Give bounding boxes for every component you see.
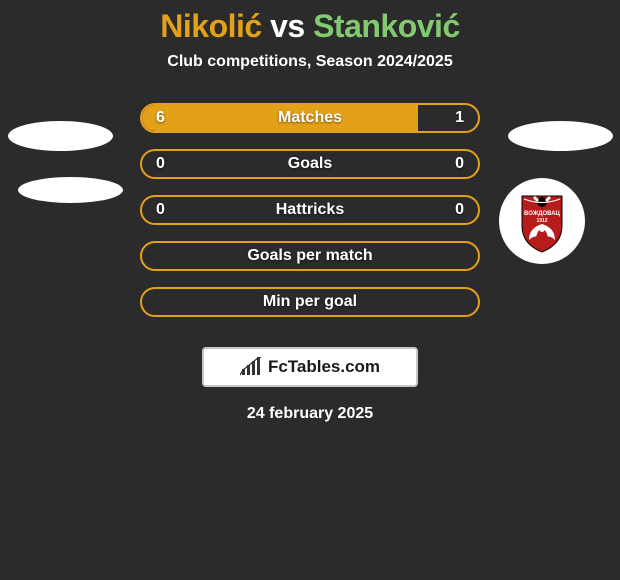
club-name-text: ВОЖДОВАЦ [524, 211, 561, 217]
left-player-badge-1 [8, 121, 113, 151]
stat-label: Goals [142, 155, 478, 173]
left-player-badge-2 [18, 177, 123, 203]
snapshot-date: 24 february 2025 [0, 405, 620, 423]
title-right-player: Stanković [313, 8, 460, 44]
club-shield-icon: ВОЖДОВАЦ 1912 [499, 178, 585, 264]
title-vs: vs [262, 8, 313, 44]
bar-chart-icon [240, 357, 262, 377]
stat-label: Matches [142, 109, 478, 127]
stat-pill: 61Matches [140, 103, 480, 133]
fctables-label: FcTables.com [268, 357, 380, 377]
subtitle: Club competitions, Season 2024/2025 [0, 53, 620, 71]
stat-label: Min per goal [142, 293, 478, 311]
stat-label: Goals per match [142, 247, 478, 265]
stat-pill: 00Goals [140, 149, 480, 179]
club-year-text: 1912 [536, 218, 547, 224]
stat-row: Min per goal [0, 287, 620, 333]
stat-label: Hattricks [142, 201, 478, 219]
title-left-player: Nikolić [160, 8, 261, 44]
stat-pill: 00Hattricks [140, 195, 480, 225]
stat-pill: Min per goal [140, 287, 480, 317]
club-badge-graphic: ВОЖДОВАЦ 1912 [499, 178, 585, 264]
comparison-title: Nikolić vs Stanković [0, 0, 620, 45]
right-player-badge-1 [508, 121, 613, 151]
stat-pill: Goals per match [140, 241, 480, 271]
fctables-branding[interactable]: FcTables.com [202, 347, 418, 387]
right-club-badge: ВОЖДОВАЦ 1912 [499, 178, 585, 264]
